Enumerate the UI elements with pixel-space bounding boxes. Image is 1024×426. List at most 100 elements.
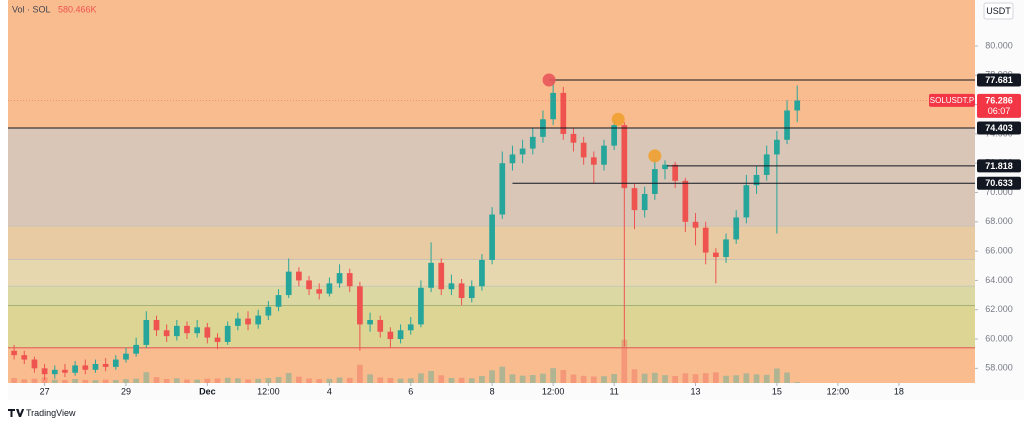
candle-body xyxy=(479,259,485,287)
candle-body xyxy=(774,139,780,155)
candle-body xyxy=(784,110,790,140)
price-zone xyxy=(8,128,975,227)
candle-body xyxy=(428,262,434,288)
x-tick-label: 18 xyxy=(894,386,904,396)
candle-body xyxy=(194,327,201,334)
level-label: 74.403 xyxy=(985,123,1013,133)
candle-body xyxy=(92,363,99,370)
last-price-label: 76.286 xyxy=(985,95,1013,105)
volume-bar xyxy=(540,373,546,383)
countdown-label: 06:07 xyxy=(988,106,1011,116)
candle-body xyxy=(367,319,373,325)
volume-bar xyxy=(133,378,139,383)
candle-body xyxy=(733,217,740,240)
x-tick-label: 27 xyxy=(40,386,50,396)
candle-body xyxy=(72,365,78,373)
candle-body xyxy=(723,239,729,257)
volume-bar xyxy=(713,372,719,383)
volume-bar xyxy=(21,379,28,383)
candle-body xyxy=(753,174,760,186)
brand-name: TradingView xyxy=(26,408,76,418)
volume-bar xyxy=(418,373,424,383)
candle-body xyxy=(31,359,38,369)
symbol-label: SOLUSDT.P xyxy=(930,96,974,105)
marker xyxy=(542,73,556,87)
level-label: 77.681 xyxy=(985,75,1013,85)
candle-body xyxy=(224,325,231,342)
volume-bar xyxy=(570,374,577,383)
axes: 58.000 60.000 62.000 64.000 66.000 68.000 70.0… xyxy=(40,40,1021,396)
volume-bar xyxy=(438,375,445,383)
volume-bar xyxy=(336,377,343,383)
candle-body xyxy=(316,289,323,294)
candle-body xyxy=(499,163,506,215)
candle-body xyxy=(123,353,129,360)
currency-button[interactable] xyxy=(983,2,1014,20)
x-tick-label: 12:00 xyxy=(542,386,565,396)
candle-body xyxy=(621,125,628,189)
candle-body xyxy=(651,169,658,194)
volume-bar xyxy=(529,375,536,383)
candle-body xyxy=(326,283,333,294)
candle-body xyxy=(255,315,262,325)
volume-bar xyxy=(387,378,394,383)
volume-bar xyxy=(72,379,78,383)
volume-bar xyxy=(550,368,556,383)
volume-bar xyxy=(112,380,119,383)
volume-bar xyxy=(479,376,485,383)
levels xyxy=(8,73,975,184)
candle-body xyxy=(550,92,556,120)
volume-bar xyxy=(194,379,201,383)
volume-bar xyxy=(672,376,679,383)
volume-bar xyxy=(448,378,455,383)
candle-body xyxy=(407,324,414,331)
candle-body xyxy=(133,344,139,354)
volume-bar xyxy=(774,368,780,383)
candle-body xyxy=(377,319,384,332)
volume-bar xyxy=(621,339,628,383)
volume-bar xyxy=(682,373,689,383)
time-axis xyxy=(8,383,975,400)
volume-bar xyxy=(428,371,434,383)
candle-body xyxy=(743,185,750,218)
candle-body xyxy=(702,227,709,253)
volume-bar xyxy=(641,373,648,383)
candle-body xyxy=(418,287,424,325)
volume-bar xyxy=(590,376,597,383)
candle-body xyxy=(611,125,618,146)
x-tick-label: 13 xyxy=(691,386,701,396)
volume-bar xyxy=(285,373,292,383)
price-zone xyxy=(8,259,975,287)
candle-body xyxy=(570,133,577,143)
candle-body xyxy=(682,180,689,222)
candle-body xyxy=(692,221,699,228)
volume-bar xyxy=(580,375,587,383)
volume-bar xyxy=(723,375,729,383)
candle-body xyxy=(631,188,638,211)
candle-body xyxy=(51,369,58,375)
volume-bar xyxy=(794,382,801,383)
candle-body xyxy=(448,283,455,290)
level-label: 70.633 xyxy=(985,178,1013,188)
volume-bar xyxy=(214,378,221,383)
volume-bar xyxy=(560,370,567,383)
volume-bar xyxy=(31,378,38,383)
volume-bar xyxy=(163,379,170,383)
volume-bar xyxy=(235,378,241,383)
volume-bar xyxy=(407,378,414,383)
candle-body xyxy=(235,318,241,326)
currency-label[interactable]: USDT xyxy=(986,6,1011,16)
candle-body xyxy=(560,92,567,134)
volume-bar xyxy=(651,372,658,383)
candle-body xyxy=(641,193,648,211)
volume-bar xyxy=(499,366,506,383)
x-tick-label: 4 xyxy=(327,386,332,396)
volume-bar xyxy=(743,373,750,383)
volume-bar xyxy=(519,375,526,383)
brand-logo xyxy=(8,409,25,417)
volume-bar xyxy=(153,377,160,383)
candle-body xyxy=(265,306,272,316)
volume-bar xyxy=(92,380,99,383)
y-tick-label: 64.000 xyxy=(985,275,1013,285)
